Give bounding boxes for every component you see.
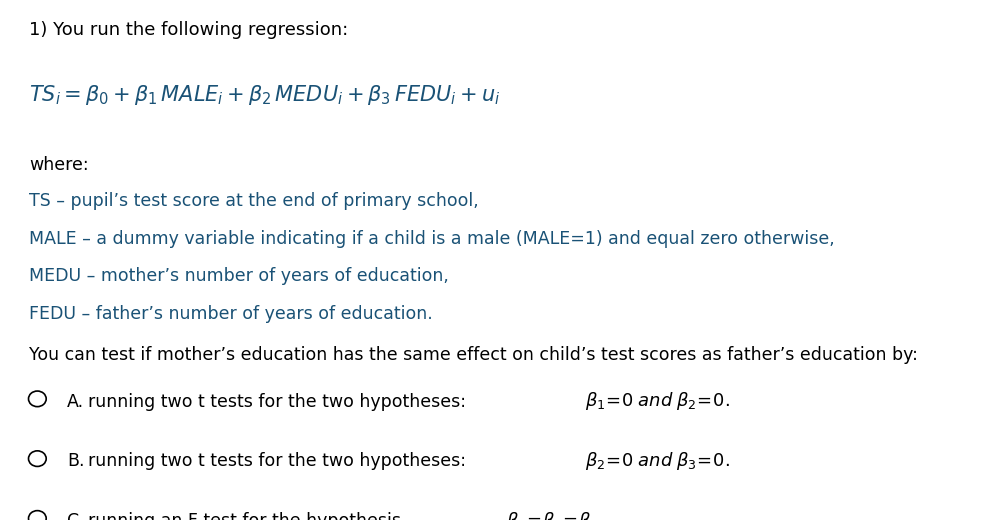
Text: $\beta_{1}\!=\!0\;\mathit{and}\;\beta_{2}\!=\!0.$: $\beta_{1}\!=\!0\;\mathit{and}\;\beta_{2…: [585, 390, 729, 412]
Text: C.: C.: [67, 512, 85, 520]
Text: A.: A.: [67, 393, 84, 411]
Text: MALE – a dummy variable indicating if a child is a male (MALE=1) and equal zero : MALE – a dummy variable indicating if a …: [29, 230, 836, 248]
Text: running two t tests for the two hypotheses:: running two t tests for the two hypothes…: [88, 393, 467, 411]
Text: 1) You run the following regression:: 1) You run the following regression:: [29, 21, 349, 39]
Text: You can test if mother’s education has the same effect on child’s test scores as: You can test if mother’s education has t…: [29, 346, 918, 364]
Text: running two t tests for the two hypotheses:: running two t tests for the two hypothes…: [88, 452, 467, 471]
Text: FEDU – father’s number of years of education.: FEDU – father’s number of years of educa…: [29, 305, 434, 323]
Text: $\beta_{1}\!=\!\beta_{2}\!=\!\beta_{3}$: $\beta_{1}\!=\!\beta_{2}\!=\!\beta_{3}$: [506, 510, 600, 520]
Text: B.: B.: [67, 452, 85, 471]
Text: $\mathit{TS}_{i}=\beta_{0}+\beta_{1}\,\mathit{MALE}_{i}+\beta_{2}\,\mathit{MEDU}: $\mathit{TS}_{i}=\beta_{0}+\beta_{1}\,\m…: [29, 83, 500, 107]
Text: where:: where:: [29, 156, 89, 174]
Text: MEDU – mother’s number of years of education,: MEDU – mother’s number of years of educa…: [29, 267, 449, 285]
Text: TS – pupil’s test score at the end of primary school,: TS – pupil’s test score at the end of pr…: [29, 192, 480, 211]
Text: $\beta_{2}\!=\!0\;\mathit{and}\;\beta_{3}\!=\!0.$: $\beta_{2}\!=\!0\;\mathit{and}\;\beta_{3…: [585, 450, 729, 472]
Text: running an F test for the hypothesis: running an F test for the hypothesis: [88, 512, 401, 520]
